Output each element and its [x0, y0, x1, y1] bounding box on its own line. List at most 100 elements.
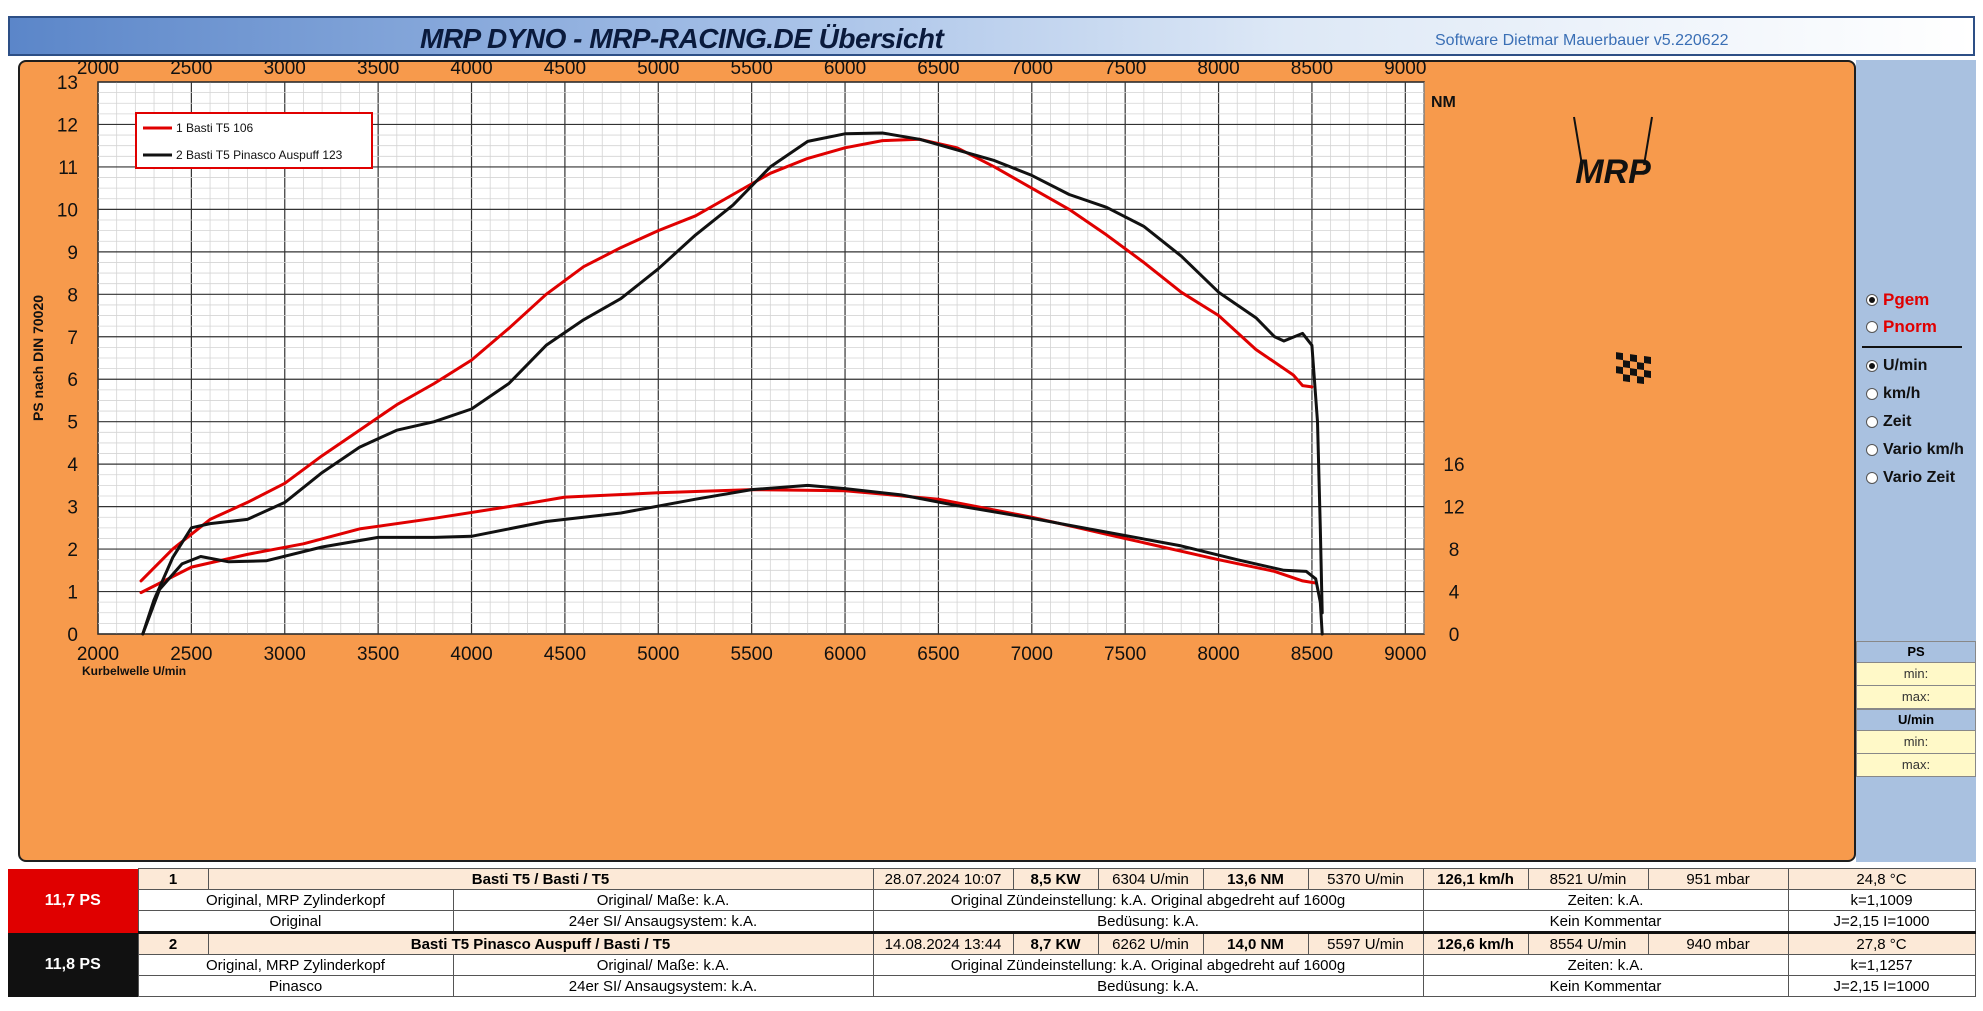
flag-square [1637, 362, 1644, 371]
rpm-max-field[interactable]: max: [1856, 754, 1976, 777]
run-1-nm-rpm: 5370 U/min [1307, 868, 1424, 890]
y-tick-label: 5 [67, 413, 78, 434]
run-2-date: 14.08.2024 13:44 [872, 931, 1014, 955]
y-tick-label: 11 [58, 158, 78, 179]
x-tick-label: 6500 [917, 644, 959, 665]
flag-square [1616, 366, 1623, 375]
run-2-comment: Kein Kommentar [1422, 975, 1789, 997]
option-zeit-label: Zeit [1883, 413, 1912, 430]
option-zeit[interactable]: Zeit [1866, 413, 1911, 431]
flag-pole [1573, 116, 1583, 166]
run-2-row-setup: Pinasco 24er SI/ Ansaugsystem: k.A. Bedü… [8, 975, 1976, 997]
title-bar: MRP DYNO - MRP-RACING.DE Übersicht Softw… [8, 16, 1975, 56]
rpm-min-field[interactable]: min: [1856, 731, 1976, 754]
ps-max-field[interactable]: max: [1856, 686, 1976, 709]
control-divider [1862, 346, 1962, 348]
y2-tick-label: 12 [1443, 498, 1464, 519]
option-rpm[interactable]: U/min [1866, 357, 1927, 375]
x-tick-label: 4000 [450, 644, 492, 665]
legend-label-2: 2 Basti T5 Pinasco Auspuff 123 [176, 148, 343, 162]
run-2-exhaust: Pinasco [137, 975, 454, 997]
run-1-row-setup: Original 24er SI/ Ansaugsystem: k.A. Bed… [8, 910, 1976, 933]
run-1-ps: 11,7 PS [8, 868, 138, 933]
run-2-dims: Original/ Maße: k.A. [452, 954, 874, 976]
run-2-carb: 24er SI/ Ansaugsystem: k.A. [452, 975, 874, 997]
run-2-index: 2 [137, 931, 209, 955]
logo-text: MRP [1575, 153, 1651, 191]
run-1-row-main[interactable]: 11,7 PS 1 Basti T5 / Basti / T5 28.07.20… [8, 868, 1976, 933]
y-tick-label: 9 [67, 243, 78, 264]
radio-pgem-icon [1866, 294, 1878, 306]
option-pgem[interactable]: Pgem [1866, 290, 1929, 310]
x-tick-label-top: 9000 [1384, 58, 1426, 79]
software-version: Software Dietmar Mauerbauer v5.220622 [1435, 32, 1729, 49]
legend-box [135, 112, 373, 169]
x-tick-label-top: 5500 [731, 58, 773, 79]
run-2-times: Zeiten: k.A. [1422, 954, 1789, 976]
run-1-name: Basti T5 / Basti / T5 [207, 868, 874, 890]
y-tick-label: 10 [57, 200, 78, 221]
y-tick-label: 4 [67, 455, 78, 476]
x-tick-label-top: 6000 [824, 58, 866, 79]
x-tick-label-top: 7500 [1104, 58, 1146, 79]
x-tick-label-top: 8500 [1291, 58, 1333, 79]
rpm-minmax-box: U/min min: max: [1856, 709, 1976, 777]
x-tick-label: 6000 [824, 644, 866, 665]
legend-label-1: 1 Basti T5 106 [176, 121, 253, 135]
flag-square [1644, 370, 1651, 379]
run-2-kw-rpm: 6262 U/min [1097, 931, 1204, 955]
run-1-dims: Original/ Maße: k.A. [452, 889, 874, 911]
run-2-pressure: 940 mbar [1647, 931, 1789, 955]
radio-rpm-icon [1866, 360, 1878, 372]
flag-square [1637, 376, 1644, 385]
option-vario-kmh[interactable]: Vario km/h [1866, 441, 1964, 459]
ps-minmax-box: PS min: max: [1856, 641, 1976, 709]
run-1-index: 1 [137, 868, 209, 890]
x-tick-label-top: 5000 [637, 58, 679, 79]
series-1-torque-line [139, 488, 1318, 595]
run-2-nm-rpm: 5597 U/min [1307, 931, 1424, 955]
x-tick-label-top: 6500 [917, 58, 959, 79]
radio-zeit-icon [1866, 416, 1878, 428]
run-1-date: 28.07.2024 10:07 [872, 868, 1014, 890]
y-tick-label: 13 [57, 73, 78, 94]
run-2-ps: 11,8 PS [8, 932, 138, 997]
run-2-kw: 8,7 KW [1012, 931, 1099, 955]
app-title: MRP DYNO - MRP-RACING.DE Übersicht [420, 23, 944, 54]
y2-tick-label: 0 [1449, 625, 1460, 646]
y2-tick-label: 4 [1449, 583, 1460, 604]
x-tick-label: 5000 [637, 644, 679, 665]
y-tick-label: 12 [57, 115, 78, 136]
x-tick-label: 8500 [1291, 644, 1333, 665]
ps-min-field[interactable]: min: [1856, 663, 1976, 686]
option-kmh[interactable]: km/h [1866, 385, 1920, 403]
run-1-speed: 126,1 km/h [1422, 868, 1529, 890]
rpm-minmax-header: U/min [1856, 709, 1976, 731]
run-2-row-main[interactable]: 11,8 PS 2 Basti T5 Pinasco Auspuff / Bas… [8, 931, 1976, 997]
x-tick-label: 5500 [731, 644, 773, 665]
y-tick-label: 0 [67, 625, 78, 646]
chart-legend: 1 Basti T5 106 2 Basti T5 Pinasco Auspuff… [135, 112, 373, 169]
y2-tick-label: 8 [1449, 540, 1460, 561]
option-pnorm[interactable]: Pnorm [1866, 317, 1937, 337]
run-1-nm: 13,6 NM [1202, 868, 1309, 890]
y-tick-label: 2 [67, 540, 78, 561]
series-2-torque-line [141, 483, 1324, 636]
run-2-nm: 14,0 NM [1202, 931, 1309, 955]
run-2-speed-rpm: 8554 U/min [1527, 931, 1649, 955]
run-2-temp: 27,8 °C [1787, 931, 1976, 955]
flag-pole [1643, 116, 1653, 166]
run-2-ji: J=2,15 I=1000 [1787, 975, 1976, 997]
x-tick-label: 3500 [357, 644, 399, 665]
run-1-kw-rpm: 6304 U/min [1097, 868, 1204, 890]
x-tick-label-top: 2500 [170, 58, 212, 79]
option-vario-zeit[interactable]: Vario Zeit [1866, 469, 1955, 487]
run-2-speed: 126,6 km/h [1422, 931, 1529, 955]
x-tick-label-top: 4000 [450, 58, 492, 79]
y-axis-label: PS nach DIN 70020 [30, 295, 46, 421]
run-2-k: k=1,1257 [1787, 954, 1976, 976]
y-tick-label: 7 [67, 328, 78, 349]
run-1-head: Original, MRP Zylinderkopf [137, 889, 454, 911]
run-1-row-engine: Original, MRP Zylinderkopf Original/ Maß… [8, 889, 1976, 911]
